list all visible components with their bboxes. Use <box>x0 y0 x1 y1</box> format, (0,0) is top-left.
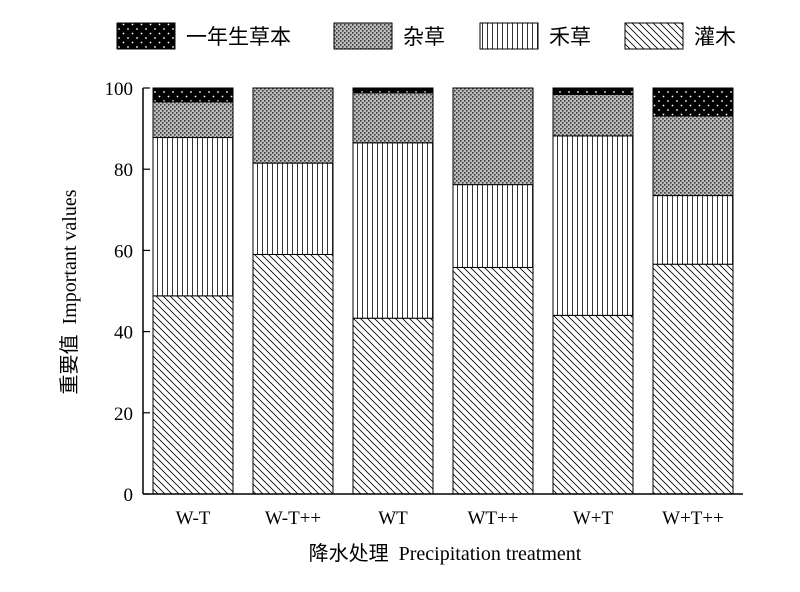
legend: 一年生草本 杂草 禾草 灌木 <box>116 22 736 50</box>
bar-w-t-series-1 <box>652 263 734 495</box>
legend-swatch-2 <box>333 22 393 50</box>
bar-wt-series-1 <box>452 266 534 495</box>
x-tick-label-w-t: W+T <box>573 508 614 529</box>
legend-label-3: 禾草 <box>549 25 591 49</box>
bar-w-t-series-1 <box>252 253 334 495</box>
legend-label-4: 灌木 <box>694 25 736 49</box>
y-tick-label-100: 100 <box>105 79 134 100</box>
bar-w-t-series-2 <box>252 162 334 255</box>
bar-w-t-series-3 <box>652 115 734 197</box>
x-axis-title: 降水处理 Precipitation treatment <box>309 542 582 565</box>
bar-wt-series-1 <box>352 317 434 495</box>
bar-wt-series-4 <box>352 87 434 94</box>
bar-wt-series-2 <box>452 184 534 268</box>
x-tick-label-w-t: W-T <box>176 508 211 529</box>
bar-w-t-series-4 <box>652 87 734 117</box>
bar-w-t-series-3 <box>552 93 634 137</box>
y-tick-label-20: 20 <box>114 404 133 425</box>
y-tick-label-40: 40 <box>114 323 133 344</box>
bars-group: W-T W-T++ WT WT++ W+T W+T++ <box>152 87 734 529</box>
bar-w-t-series-3 <box>152 101 234 139</box>
bar-w-t-series-4 <box>152 87 234 103</box>
legend-label-2: 杂草 <box>403 25 445 49</box>
bar-w-t-series-2 <box>652 195 734 265</box>
legend-swatch-1 <box>116 22 176 50</box>
bar-w-t-series-2 <box>152 137 234 297</box>
legend-label-1: 一年生草本 <box>186 25 291 49</box>
y-tick-label-0: 0 <box>124 485 134 506</box>
x-tick-label-wt: WT++ <box>468 508 519 529</box>
axes: 0 20 40 60 80 100 <box>105 79 743 506</box>
bar-wt-series-3 <box>352 92 434 144</box>
bar-w-t-series-1 <box>552 314 634 495</box>
bar-w-t-series-3 <box>252 87 334 164</box>
x-tick-label-w-t: W+T++ <box>662 508 724 529</box>
y-axis-title: 重要值 Important values <box>58 189 81 394</box>
bar-wt-series-3 <box>452 87 534 186</box>
bar-w-t-series-1 <box>152 295 234 495</box>
x-tick-label-w-t: W-T++ <box>265 508 321 529</box>
legend-swatch-4 <box>624 22 684 50</box>
bar-w-t-series-4 <box>552 87 634 95</box>
legend-swatch-3 <box>479 22 539 50</box>
bar-wt-series-2 <box>352 142 434 319</box>
x-tick-label-wt: WT <box>378 508 408 529</box>
y-tick-label-80: 80 <box>114 160 133 181</box>
y-tick-label-60: 60 <box>114 241 133 262</box>
bar-w-t-series-2 <box>552 135 634 316</box>
